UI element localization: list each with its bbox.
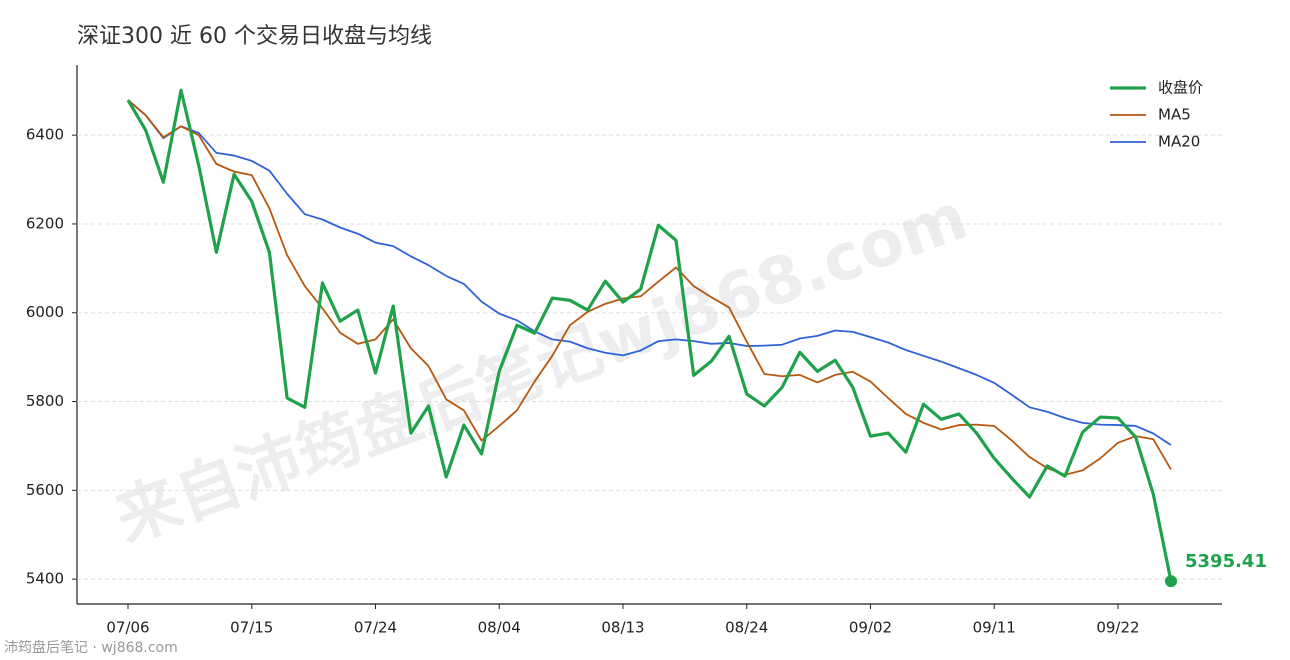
legend-label: 收盘价	[1158, 79, 1203, 97]
series-line	[127, 99, 1172, 476]
x-tick-label: 07/15	[230, 619, 273, 637]
y-tick-label: 5800	[26, 392, 64, 410]
y-tick-label: 5600	[26, 481, 64, 499]
legend-label: MA20	[1158, 133, 1200, 151]
watermark: 来自沛筠盘后笔记wj868.com	[106, 180, 977, 557]
series-line	[126, 88, 1173, 582]
x-tick-label: 07/06	[106, 619, 149, 637]
last-point	[1165, 575, 1177, 588]
footer: 沛筠盘后笔记 · wj868.com	[4, 639, 178, 656]
x-tick-label: 07/24	[354, 619, 397, 637]
series-line	[127, 99, 1172, 446]
y-tick-label: 6400	[26, 126, 64, 144]
x-tick-label: 08/04	[478, 619, 521, 637]
y-tick-label: 6200	[26, 214, 64, 232]
chart-title: 深证300 近 60 个交易日收盘与均线	[77, 24, 432, 49]
y-tick-label: 6000	[26, 303, 64, 321]
x-tick-label: 08/13	[601, 619, 644, 637]
legend-label: MA5	[1158, 106, 1191, 124]
y-tick-label: 5400	[26, 570, 64, 588]
x-tick-label: 09/22	[1096, 619, 1139, 637]
x-tick-label: 09/11	[973, 619, 1016, 637]
x-tick-label: 09/02	[849, 619, 892, 637]
last-value-label: 5395.41	[1185, 551, 1267, 572]
x-tick-label: 08/24	[725, 619, 768, 637]
